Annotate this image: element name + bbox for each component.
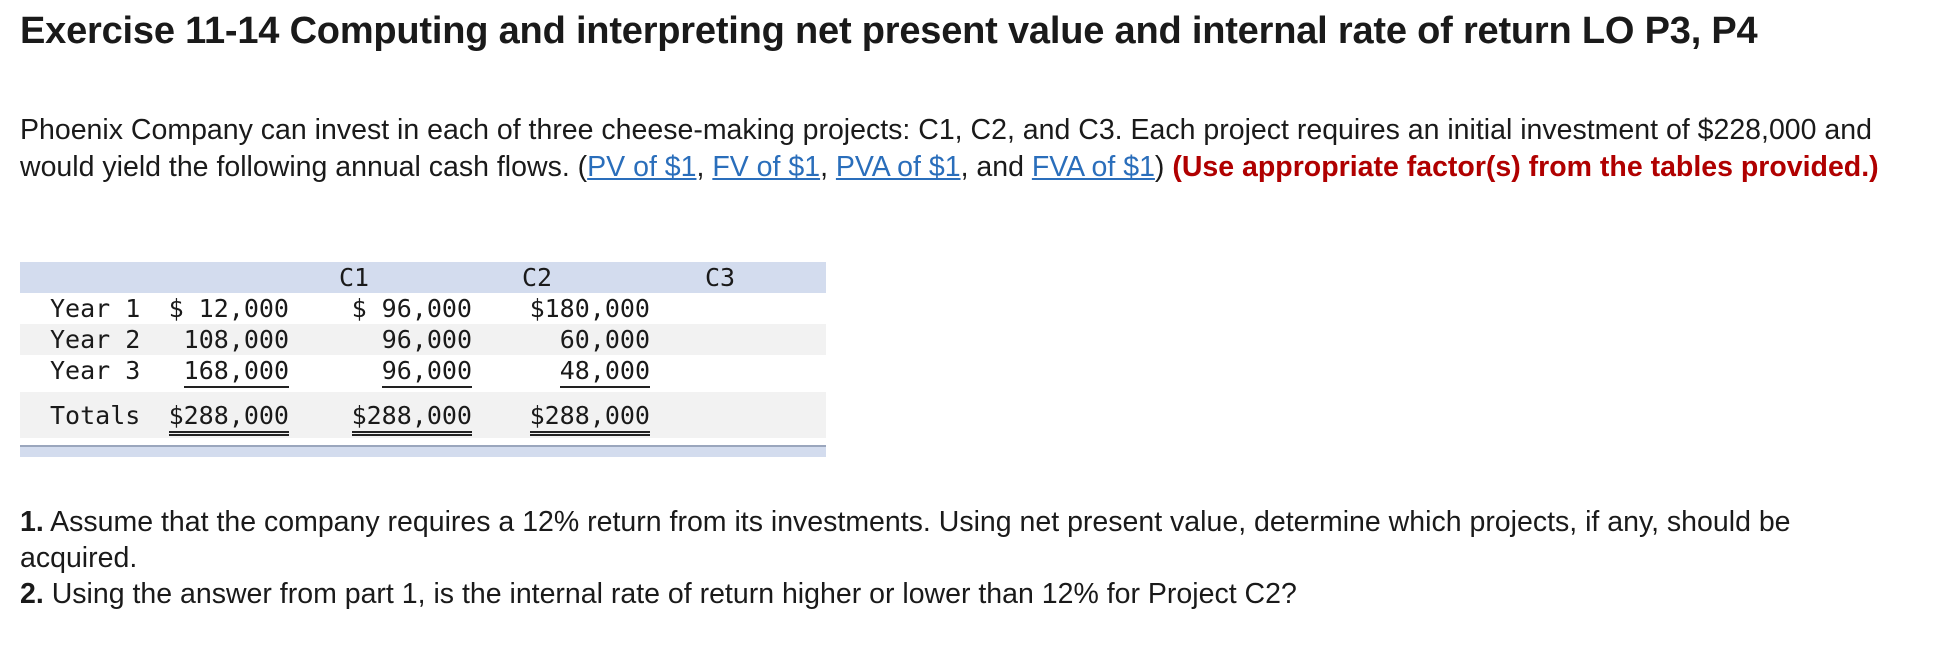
question-number: 1. [20,506,44,538]
table-footer-bar [20,445,826,457]
questions: 1. Assume that the company requires a 12… [20,504,1900,612]
column-header-c1: C1 [338,263,370,292]
cell-c2: 96,000 [381,355,472,388]
instruction-text: (Use appropriate factor(s) from the tabl… [1172,151,1879,183]
intro-separator: , and [960,151,1032,183]
row-label: Year 2 [50,325,141,354]
table-header-row: C1 C2 C3 [20,262,826,293]
column-header-c3: C3 [704,263,736,292]
question-text: Assume that the company requires a 12% r… [20,506,1791,574]
row-label: Year 1 [50,294,141,323]
total-c3: $288,000 [529,400,650,436]
intro-separator: , [696,151,713,183]
question-number: 2. [20,578,44,610]
cell-c2: 96,000 [381,325,472,354]
table-row: Year 1 $ 12,000 $ 96,000 $180,000 [20,293,826,324]
page-title: Exercise 11-14 Computing and interpretin… [20,10,1758,52]
totals-row: Totals $288,000 $288,000 $288,000 [20,392,826,438]
problem-intro: Phoenix Company can invest in each of th… [20,112,1900,186]
pv-of-1-link[interactable]: PV of $1 [587,151,697,183]
total-c1: $288,000 [168,400,289,436]
cell-c3: 60,000 [559,325,650,354]
cell-c1: 108,000 [183,325,289,354]
table-row: Year 2 108,000 96,000 60,000 [20,324,826,355]
question-2: 2. Using the answer from part 1, is the … [20,576,1900,612]
row-label: Year 3 [50,356,141,385]
intro-separator: , [820,151,836,183]
cell-c3: $180,000 [529,294,650,323]
table-row: Year 3 168,000 96,000 48,000 [20,355,826,388]
pva-of-1-link[interactable]: PVA of $1 [835,151,961,183]
fv-of-1-link[interactable]: FV of $1 [712,151,821,183]
cell-c3: 48,000 [559,355,650,388]
cell-c1: $ 12,000 [168,294,289,323]
question-text: Using the answer from part 1, is the int… [43,578,1297,610]
fva-of-1-link[interactable]: FVA of $1 [1031,151,1155,183]
question-1: 1. Assume that the company requires a 12… [20,504,1900,576]
intro-text: Phoenix Company can invest in each of th… [20,114,1872,183]
row-label: Totals [50,401,141,430]
total-c2: $288,000 [351,400,472,436]
cell-c2: $ 96,000 [351,294,472,323]
intro-close: ) [1154,151,1173,183]
column-header-c2: C2 [521,263,553,292]
cell-c1: 168,000 [183,355,289,388]
